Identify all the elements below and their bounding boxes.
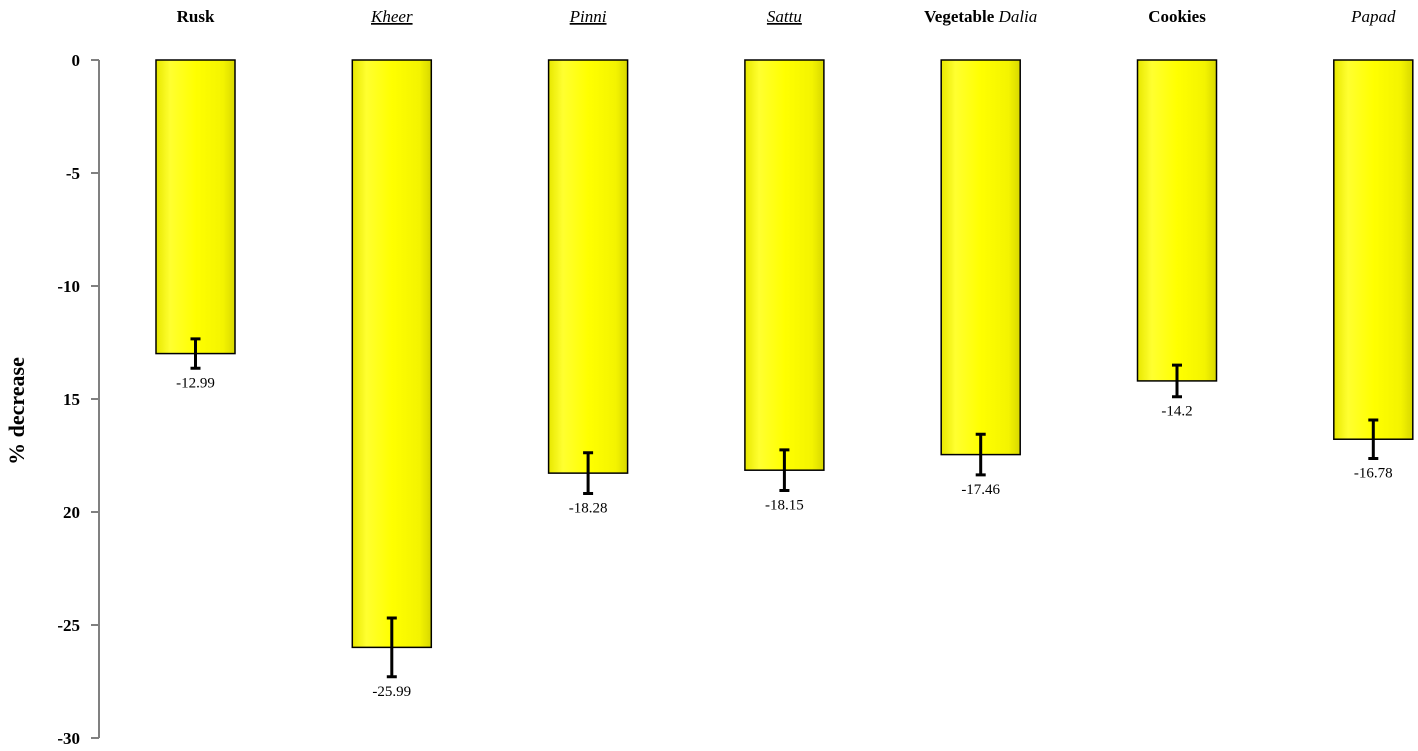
bar: [351, 59, 433, 649]
error-bar: [779, 448, 790, 493]
y-tick-label: 15: [63, 390, 80, 409]
category-label: Vegetable Dalia: [924, 7, 1037, 26]
bar: [1333, 59, 1414, 440]
category-label-part: Dalia: [994, 7, 1037, 26]
category-label-part: Papad: [1350, 7, 1396, 26]
category-label: Papad: [1350, 7, 1396, 26]
error-bar: [190, 337, 201, 370]
data-label: -12.99: [176, 375, 215, 391]
category-label: Kheer: [370, 7, 413, 26]
category-labels: Rusk Kheer Pinni Sattu Vegetable Dalia Cookie…: [177, 7, 1396, 26]
bar: [547, 59, 629, 474]
category-label: Sattu: [767, 7, 802, 26]
error-bar: [1368, 418, 1379, 460]
error-bar: [386, 616, 397, 679]
y-tick-label: -10: [57, 277, 80, 296]
data-label: -14.2: [1161, 404, 1192, 420]
error-bar: [1172, 363, 1182, 399]
y-tick-label: 0: [72, 51, 81, 70]
data-label: -18.15: [765, 498, 804, 514]
bar: [1136, 59, 1218, 382]
category-label-part: Rusk: [177, 7, 215, 26]
y-tick-label: -25: [57, 616, 80, 635]
data-label: -16.78: [1354, 465, 1393, 481]
category-label: Rusk: [177, 7, 215, 26]
y-axis-title: % decrease: [4, 357, 29, 465]
category-label: Cookies: [1148, 7, 1206, 26]
y-axis: 0 -5 -10 15 20 -25 -30: [57, 51, 100, 748]
y-tick-label: -5: [66, 164, 80, 183]
bar: [155, 59, 236, 355]
bars: -12.99 -25.99 -18.28 -18.15 -17.46 -14.2 -16.7…: [155, 59, 1414, 700]
y-tick-label: 20: [63, 503, 80, 522]
data-label: -25.99: [372, 684, 411, 700]
bar: [744, 59, 825, 471]
error-bar: [583, 451, 594, 495]
bar: [940, 59, 1021, 456]
category-label-part: Kheer: [370, 7, 413, 26]
category-label-part: Vegetable: [924, 7, 995, 26]
category-label: Pinni: [569, 7, 607, 26]
category-label-part: Cookies: [1148, 7, 1206, 26]
data-label: -17.46: [961, 482, 1000, 498]
y-tick-label: -30: [57, 729, 80, 748]
category-label-part: Sattu: [767, 7, 802, 26]
error-bar: [975, 432, 986, 477]
category-label-part: Pinni: [569, 7, 607, 26]
data-label: -18.28: [569, 500, 608, 516]
